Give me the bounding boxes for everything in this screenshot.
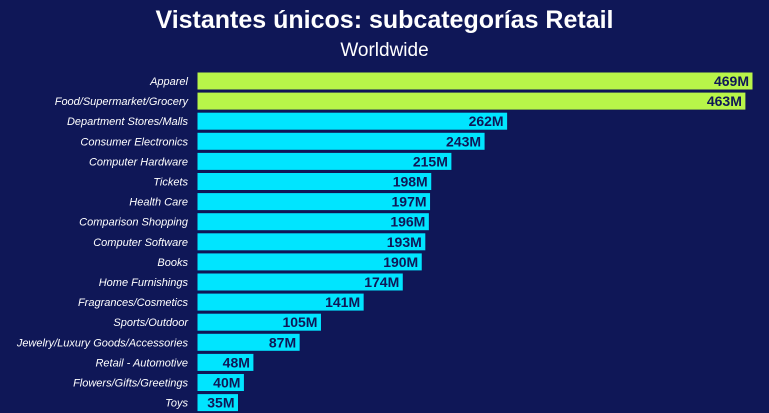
bar-consumer-electronics — [196, 131, 486, 151]
value-label-computer-hardware: 215M — [413, 153, 448, 169]
category-label-apparel: Apparel — [149, 76, 188, 88]
bar-toys — [196, 393, 239, 413]
chart-title: Vistantes únicos: subcategorías Retail — [155, 6, 614, 34]
bar-jewelry-luxury-goods-accessories — [196, 332, 301, 352]
bar-computer-hardware — [196, 151, 453, 171]
value-label-retail-automotive: 48M — [223, 354, 250, 370]
category-label-comparison-shopping: Comparison Shopping — [79, 217, 189, 229]
value-label-toys: 35M — [207, 395, 234, 411]
value-label-health-care: 197M — [392, 194, 427, 210]
bar-department-stores-malls — [196, 111, 509, 131]
category-label-home-furnishings: Home Furnishings — [99, 277, 189, 289]
bar-food-supermarket-grocery — [196, 91, 747, 111]
value-label-home-furnishings: 174M — [364, 274, 399, 290]
value-label-consumer-electronics: 243M — [446, 133, 481, 149]
value-label-computer-software: 193M — [387, 234, 422, 250]
value-label-department-stores-malls: 262M — [469, 113, 504, 129]
bar-retail-automotive — [196, 352, 255, 372]
category-label-flowers-gifts-greetings: Flowers/Gifts/Greetings — [73, 378, 188, 390]
value-label-comparison-shopping: 196M — [390, 214, 425, 230]
value-label-jewelry-luxury-goods-accessories: 87M — [269, 334, 296, 350]
value-label-books: 190M — [383, 254, 418, 270]
value-label-food-supermarket-grocery: 463M — [707, 93, 742, 109]
category-label-computer-software: Computer Software — [93, 237, 188, 249]
category-label-fragrances-cosmetics: Fragrances/Cosmetics — [78, 297, 189, 309]
value-label-apparel: 469M — [714, 73, 749, 89]
category-label-computer-hardware: Computer Hardware — [89, 156, 188, 168]
chart-subtitle: Worldwide — [340, 40, 429, 61]
value-label-sports-outdoor: 105M — [282, 314, 317, 330]
category-label-retail-automotive: Retail - Automotive — [95, 357, 188, 369]
value-label-fragrances-cosmetics: 141M — [325, 294, 360, 310]
bar-books — [196, 252, 423, 272]
category-label-toys: Toys — [165, 398, 188, 410]
category-label-health-care: Health Care — [129, 197, 188, 209]
bar-computer-software — [196, 232, 427, 252]
bar-comparison-shopping — [196, 212, 430, 232]
category-label-consumer-electronics: Consumer Electronics — [80, 136, 188, 148]
bar-health-care — [196, 192, 432, 212]
category-label-jewelry-luxury-goods-accessories: Jewelry/Luxury Goods/Accessories — [16, 337, 189, 349]
bar-apparel — [196, 71, 754, 91]
category-label-department-stores-malls: Department Stores/Malls — [67, 116, 189, 128]
category-label-food-supermarket-grocery: Food/Supermarket/Grocery — [55, 96, 190, 108]
bar-sports-outdoor — [196, 312, 322, 332]
value-label-tickets: 198M — [393, 174, 428, 190]
category-label-books: Books — [157, 257, 188, 269]
bar-fragrances-cosmetics — [196, 292, 365, 312]
bar-flowers-gifts-greetings — [196, 373, 245, 392]
bar-home-furnishings — [196, 272, 404, 292]
category-label-tickets: Tickets — [153, 177, 188, 189]
bar-tickets — [196, 172, 433, 191]
category-label-sports-outdoor: Sports/Outdoor — [113, 317, 189, 329]
value-label-flowers-gifts-greetings: 40M — [213, 375, 240, 391]
